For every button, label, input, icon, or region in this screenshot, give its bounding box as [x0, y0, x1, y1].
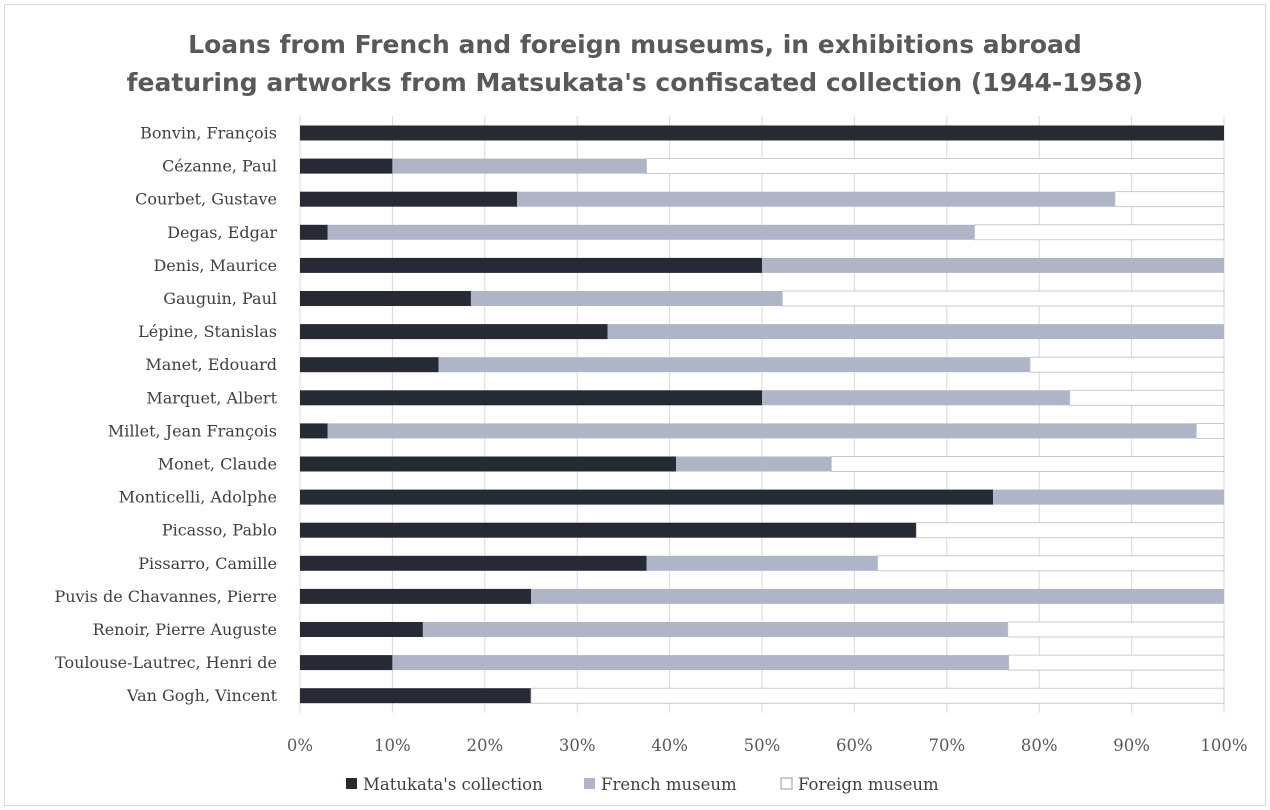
bar-french-museum-lepine-stanislas — [607, 324, 1224, 340]
bar-matukata-s-collection-renoir-pierre-auguste — [300, 622, 423, 637]
category-label-degas-edgar: Degas, Edgar — [167, 223, 277, 242]
category-label-lepine-stanislas: Lépine, Stanislas — [138, 322, 277, 341]
bar-matukata-s-collection-cezanne-paul — [300, 158, 393, 174]
x-tick-label-3: 30% — [559, 736, 596, 755]
bar-french-museum-millet-jean-francois — [327, 423, 1197, 439]
bar-foreign-museum-cezanne-paul — [646, 158, 1225, 175]
x-tick-label-2: 20% — [466, 736, 503, 755]
category-label-courbet-gustave: Courbet, Gustave — [135, 190, 277, 209]
legend-swatch-matukata-s-collection — [346, 778, 357, 789]
bar-foreign-museum-van-gogh-vincent — [530, 687, 1225, 704]
bar-french-museum-degas-edgar — [327, 224, 975, 240]
x-tick-label-6: 60% — [836, 736, 873, 755]
bar-matukata-s-collection-van-gogh-vincent — [300, 688, 531, 704]
bar-foreign-museum-manet-edouard — [1029, 356, 1225, 373]
x-tick-label-10: 100% — [1200, 736, 1247, 755]
category-label-marquet-albert: Marquet, Albert — [146, 388, 277, 407]
category-label-bonvin-francois: Bonvin, François — [140, 124, 277, 143]
x-axis-ticks: 0% 10% 20% 30% 40% 50% 60% 70% 80% 90% 100% — [287, 736, 1248, 755]
bar-matukata-s-collection-pissarro-camille — [300, 555, 647, 571]
bar-foreign-museum-monet-claude — [830, 456, 1225, 472]
x-tick-label-1: 10% — [374, 736, 411, 755]
x-tick-label-9: 90% — [1113, 736, 1150, 755]
category-labels: Bonvin, François Cézanne, Paul Courbet, Gu… — [54, 124, 277, 706]
bar-french-museum-monticelli-adolphe — [993, 489, 1224, 505]
x-tick-label-5: 50% — [744, 736, 781, 755]
legend: Matukata's collection French museum Foreig… — [346, 775, 939, 794]
bar-matukata-s-collection-gauguin-paul — [300, 291, 471, 306]
bar-french-museum-monet-claude — [676, 456, 832, 472]
x-tick-label-0: 0% — [287, 736, 313, 755]
bar-french-museum-renoir-pierre-auguste — [422, 622, 1008, 637]
category-label-monticelli-adolphe: Monticelli, Adolphe — [119, 488, 277, 507]
category-label-millet-jean-francois: Millet, Jean François — [108, 421, 277, 440]
bar-foreign-museum-picasso-pablo — [915, 522, 1225, 539]
x-tick-label-4: 40% — [651, 736, 688, 755]
bars — [300, 125, 1225, 704]
bar-french-museum-denis-maurice — [762, 257, 1224, 273]
bar-matukata-s-collection-monticelli-adolphe — [300, 489, 993, 505]
bar-french-museum-courbet-gustave — [517, 191, 1115, 207]
category-label-puvis-de-chavannes-pierre: Puvis de Chavannes, Pierre — [54, 587, 277, 606]
bar-french-museum-puvis-de-chavannes-pierre — [531, 588, 1224, 604]
bar-matukata-s-collection-lepine-stanislas — [300, 324, 608, 340]
category-label-manet-edouard: Manet, Edouard — [145, 355, 277, 374]
category-label-pissarro-camille: Pissarro, Camille — [138, 554, 277, 573]
legend-swatch-french-museum — [584, 778, 595, 789]
bar-foreign-museum-marquet-albert — [1069, 389, 1225, 406]
legend-label-matukata-s-collection: Matukata's collection — [363, 775, 543, 794]
bar-matukata-s-collection-manet-edouard — [300, 357, 439, 373]
bar-matukata-s-collection-denis-maurice — [300, 257, 762, 273]
legend-label-french-museum: French museum — [601, 775, 737, 794]
bar-matukata-s-collection-degas-edgar — [300, 224, 328, 240]
bar-french-museum-cezanne-paul — [392, 158, 647, 174]
bar-foreign-museum-renoir-pierre-auguste — [1007, 621, 1225, 638]
bar-matukata-s-collection-bonvin-francois — [300, 125, 1224, 141]
category-label-van-gogh-vincent: Van Gogh, Vincent — [126, 686, 278, 705]
bar-foreign-museum-toulouse-lautrec-henri-de — [1008, 654, 1225, 671]
bar-foreign-museum-pissarro-camille — [877, 555, 1225, 572]
category-label-toulouse-lautrec-henri-de: Toulouse-Lautrec, Henri de — [55, 653, 277, 672]
chart-title-line-1: Loans from French and foreign museums, i… — [188, 30, 1082, 59]
bar-foreign-museum-millet-jean-francois — [1195, 422, 1225, 439]
bar-foreign-museum-courbet-gustave — [1114, 191, 1225, 208]
bar-matukata-s-collection-monet-claude — [300, 456, 677, 472]
chart-title-line-2: featuring artworks from Matsukata's conf… — [126, 68, 1144, 97]
gridlines — [299, 116, 1225, 713]
legend-label-foreign-museum: Foreign museum — [798, 775, 939, 794]
bar-matukata-s-collection-toulouse-lautrec-henri-de — [300, 655, 393, 671]
category-label-monet-claude: Monet, Claude — [158, 455, 277, 474]
bar-matukata-s-collection-picasso-pablo — [300, 522, 917, 538]
bar-matukata-s-collection-millet-jean-francois — [300, 423, 328, 439]
bar-french-museum-gauguin-paul — [470, 291, 783, 306]
bar-foreign-museum-degas-edgar — [974, 224, 1225, 241]
bar-matukata-s-collection-puvis-de-chavannes-pierre — [300, 588, 531, 604]
bar-foreign-museum-gauguin-paul — [781, 290, 1225, 307]
bar-french-museum-toulouse-lautrec-henri-de — [392, 655, 1009, 671]
category-label-picasso-pablo: Picasso, Pablo — [162, 521, 277, 540]
bar-matukata-s-collection-courbet-gustave — [300, 191, 518, 207]
bar-matukata-s-collection-marquet-albert — [300, 390, 762, 406]
bar-french-museum-pissarro-camille — [646, 555, 878, 571]
category-label-denis-maurice: Denis, Maurice — [153, 256, 277, 275]
category-label-gauguin-paul: Gauguin, Paul — [163, 289, 277, 308]
chart-title: Loans from French and foreign museums, i… — [0, 26, 1270, 102]
category-label-renoir-pierre-auguste: Renoir, Pierre Auguste — [93, 620, 277, 639]
bar-french-museum-marquet-albert — [762, 390, 1070, 406]
x-tick-label-8: 80% — [1021, 736, 1058, 755]
legend-swatch-foreign-museum — [780, 777, 793, 790]
x-tick-label-7: 70% — [928, 736, 965, 755]
category-label-cezanne-paul: Cézanne, Paul — [162, 157, 277, 176]
bar-french-museum-manet-edouard — [438, 357, 1030, 373]
